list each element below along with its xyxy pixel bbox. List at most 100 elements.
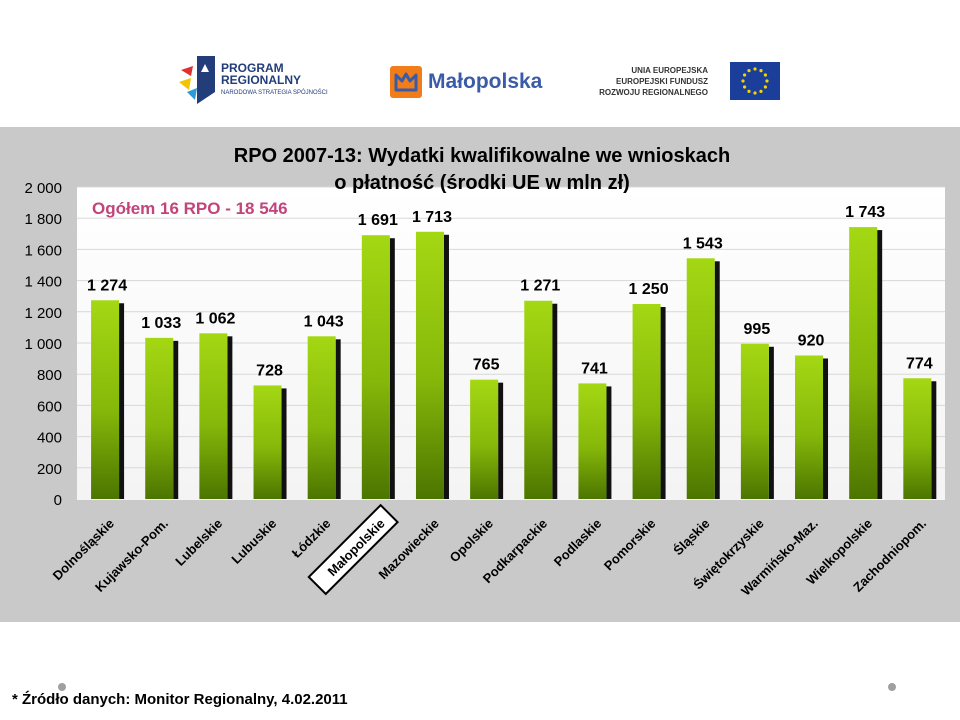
bar [91, 300, 120, 499]
value-label: 1 543 [683, 235, 723, 252]
eu-star-icon [747, 69, 751, 73]
bar-shadow [931, 381, 937, 499]
x-tick-label-group: Podlaskie [551, 516, 605, 570]
value-label: 920 [798, 332, 825, 349]
bar [632, 304, 661, 499]
x-tick-label: Lubuskie [228, 516, 279, 567]
bars [91, 227, 937, 499]
bar-shadow [119, 303, 125, 499]
y-tick-label: 1 200 [24, 305, 62, 322]
eu-star-icon [743, 73, 747, 77]
bar [415, 231, 444, 499]
eu-logo: UNIA EUROPEJSKA EUROPEJSKI FUNDUSZ ROZWO… [599, 48, 780, 112]
x-tick-label: Śląskie [670, 516, 712, 558]
eu-star-icon [765, 79, 769, 83]
decor-dot-right [888, 683, 896, 691]
bar [740, 343, 769, 499]
bar [578, 383, 607, 499]
x-tick-label-group: Opolskie [447, 516, 496, 565]
value-label: 995 [744, 321, 771, 338]
bar [849, 227, 878, 499]
eu-line3: ROZWOJU REGIONALNEGO [599, 88, 708, 97]
bar-chart: 0 200 400 600 800 1 000 1 200 1 400 1 600 1 800 2 … [24, 145, 945, 599]
program-line1: PROGRAM [221, 61, 284, 75]
eu-star-icon [753, 67, 757, 71]
bar [253, 385, 282, 499]
decor-dot-left [58, 683, 66, 691]
logo-bar: PROGRAM REGIONALNY NARODOWA STRATEGIA SP… [0, 0, 960, 127]
data-source-note: * Źródło danych: Monitor Regionalny, 4.0… [12, 691, 348, 708]
value-label: 1 274 [87, 277, 127, 294]
bar-shadow [768, 346, 774, 499]
bar-shadow [823, 358, 829, 499]
eu-star-icon [743, 85, 747, 89]
eu-star-icon [759, 69, 763, 73]
value-label: 1 713 [412, 209, 452, 226]
x-tick-label-group: Lubelskie [172, 516, 225, 569]
bar [524, 300, 553, 499]
y-tick-label: 400 [37, 430, 62, 447]
program-regionalny-logo: PROGRAM REGIONALNY NARODOWA STRATEGIA SP… [163, 48, 338, 112]
x-tick-label: Łódzkie [289, 516, 334, 561]
y-tick-label: 1 800 [24, 211, 62, 228]
highlight-box [307, 503, 400, 596]
bar [361, 235, 390, 499]
value-label: 1 033 [141, 315, 181, 332]
bar [903, 378, 932, 499]
x-tick-label-group: Łódzkie [289, 516, 334, 561]
y-tick-label: 1 600 [24, 242, 62, 259]
bar-shadow [281, 388, 287, 499]
bar [307, 336, 336, 499]
bar-shadow [335, 339, 341, 499]
value-label: 1 743 [845, 204, 885, 221]
x-tick-label-group: Pomorskie [601, 516, 659, 574]
eu-star-icon [763, 73, 767, 77]
value-label: 1 691 [358, 212, 398, 229]
total-annotation: Ogółem 16 RPO - 18 546 [92, 199, 288, 218]
bar [145, 337, 174, 499]
bar-shadow [443, 234, 449, 499]
bar-shadow [552, 303, 558, 499]
value-label: 741 [581, 360, 608, 377]
value-labels: 1 274 1 033 1 062 728 1 043 1 691 1 713 765 1 27… [87, 204, 933, 379]
bar-shadow [498, 382, 504, 499]
eu-line2: EUROPEJSKI FUNDUSZ [615, 77, 708, 86]
chart-title-line2: o płatność (środki UE w mln zł) [334, 172, 630, 194]
eu-flag-icon [730, 62, 780, 100]
bar-shadow [660, 307, 666, 499]
value-label: 728 [256, 362, 283, 379]
eu-star-icon [763, 85, 767, 89]
y-tick-label: 800 [37, 367, 62, 384]
bar-shadow [606, 386, 612, 499]
program-line2: REGIONALNY [221, 73, 302, 87]
eu-star-icon [747, 89, 751, 93]
malopolska-logo: Małopolska [390, 48, 560, 112]
program-regionalny-mark-icon [179, 56, 215, 104]
x-tick-label: Lubelskie [172, 516, 225, 569]
bar [795, 355, 824, 499]
value-label: 765 [473, 357, 500, 374]
value-label: 1 043 [304, 313, 344, 330]
malopolska-text: Małopolska [428, 70, 543, 93]
eu-star-icon [741, 79, 745, 83]
eu-line1: UNIA EUROPEJSKA [631, 66, 708, 75]
y-tick-label: 0 [54, 492, 62, 509]
value-label: 1 271 [520, 278, 560, 295]
bar [686, 258, 715, 499]
x-tick-label: Opolskie [447, 516, 496, 565]
eu-star-icon [759, 89, 763, 93]
y-tick-label: 1 400 [24, 274, 62, 291]
bar-shadow [173, 340, 179, 499]
y-tick-label: 2 000 [24, 180, 62, 197]
x-tick-label: Podlaskie [551, 516, 605, 570]
y-tick-label: 600 [37, 398, 62, 415]
x-tick-label-group: Lubuskie [228, 516, 279, 567]
y-tick-label: 200 [37, 461, 62, 478]
y-tick-label: 1 000 [24, 336, 62, 353]
value-label: 1 062 [195, 310, 235, 327]
bar [470, 379, 499, 499]
bar-shadow [389, 238, 395, 499]
chart-title-line1: RPO 2007-13: Wydatki kwalifikowalne we w… [234, 145, 730, 167]
eu-star-icon [753, 91, 757, 95]
